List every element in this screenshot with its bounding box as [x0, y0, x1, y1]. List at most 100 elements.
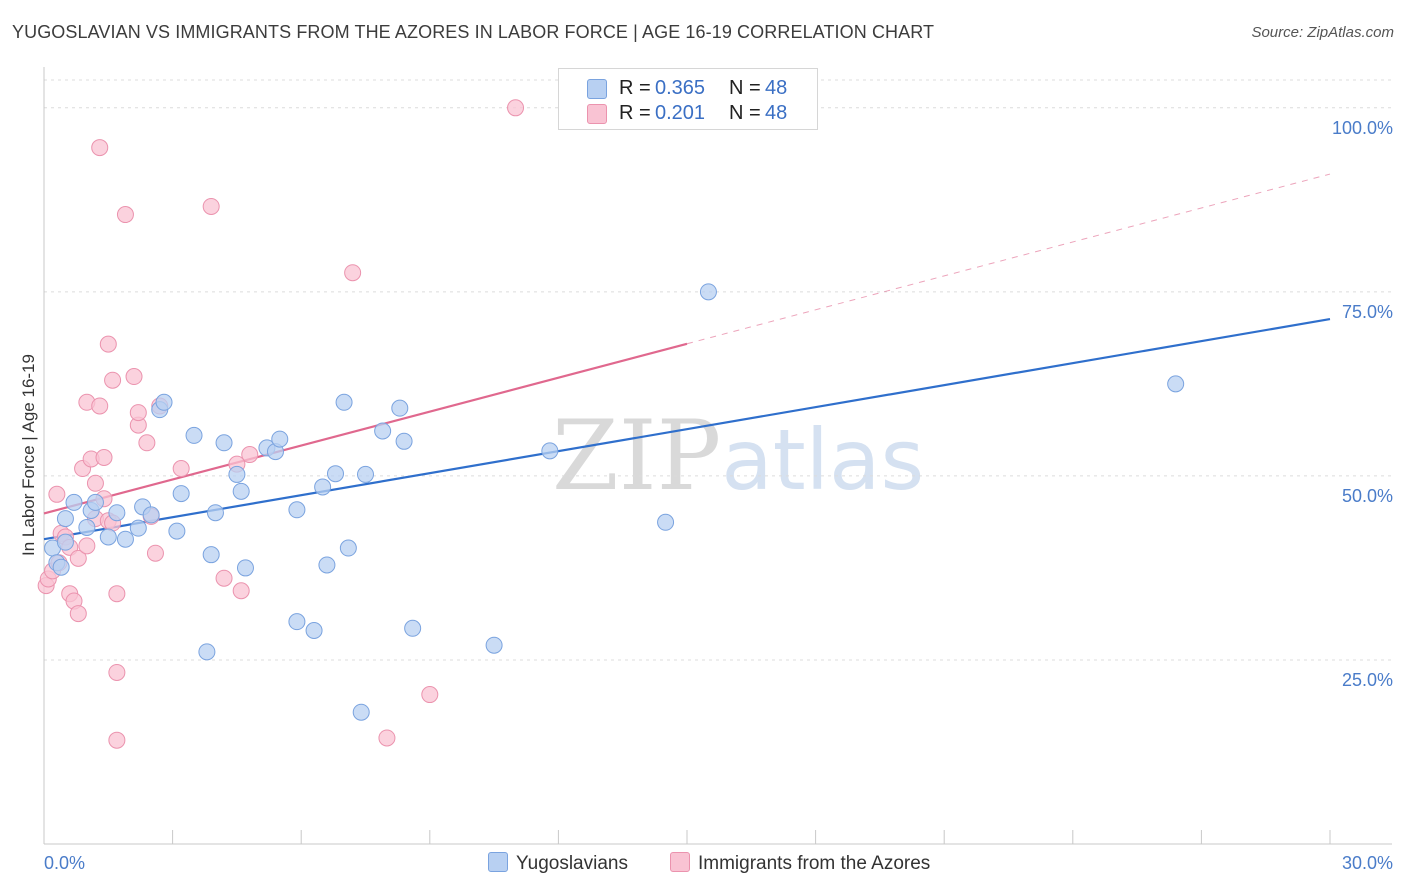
legend-r-value: 0.365 [655, 77, 706, 99]
point-azores [78, 537, 96, 555]
point-azores [104, 371, 122, 389]
legend-r-label: R = [619, 102, 651, 124]
point-azores [241, 446, 259, 464]
point-yugoslavians [108, 504, 126, 522]
point-azores [69, 605, 87, 623]
point-yugoslavians [215, 434, 233, 452]
point-azores [48, 485, 66, 503]
point-yugoslavians [288, 613, 306, 631]
point-azores [125, 368, 143, 386]
point-azores [91, 397, 109, 415]
point-yugoslavians [657, 513, 675, 531]
source-label: Source: ZipAtlas.com [1251, 24, 1394, 41]
trend-lines [43, 173, 1331, 541]
trend-line-dashed-azores [686, 173, 1331, 345]
point-yugoslavians [155, 393, 173, 411]
legend-swatch-pink [670, 852, 690, 872]
point-yugoslavians [202, 546, 220, 564]
point-yugoslavians [129, 519, 147, 537]
legend-r-value: 0.201 [655, 102, 706, 124]
point-azores [232, 582, 250, 600]
point-azores [99, 335, 117, 353]
x-tick-label: 30.0% [1342, 853, 1393, 873]
legend-swatch-blue [587, 79, 607, 99]
point-yugoslavians [485, 636, 503, 654]
point-azores [507, 99, 525, 117]
point-yugoslavians [56, 510, 74, 528]
point-yugoslavians [228, 465, 246, 483]
point-yugoslavians [232, 482, 250, 500]
point-yugoslavians [318, 556, 336, 574]
point-yugoslavians [142, 506, 160, 524]
y-tick-label: 50.0% [1342, 486, 1393, 506]
point-yugoslavians [198, 643, 216, 661]
chart-title: YUGOSLAVIAN VS IMMIGRANTS FROM THE AZORE… [12, 22, 935, 42]
point-azores [421, 686, 439, 704]
point-azores [138, 434, 156, 452]
point-azores [108, 663, 126, 681]
data-points [37, 99, 1185, 749]
point-yugoslavians [395, 432, 413, 450]
legend-n-value: 48 [765, 102, 788, 124]
point-yugoslavians [236, 559, 254, 577]
point-azores [108, 731, 126, 749]
point-azores [116, 206, 134, 224]
point-yugoslavians [541, 442, 559, 460]
legend-label: Immigrants from the Azores [698, 853, 931, 874]
point-yugoslavians [78, 518, 96, 536]
y-tick-label: 25.0% [1342, 670, 1393, 690]
point-yugoslavians [391, 399, 409, 417]
point-yugoslavians [185, 426, 203, 444]
point-azores [378, 729, 396, 747]
trend-line-yugoslavians [43, 318, 1331, 541]
point-yugoslavians [65, 493, 83, 511]
point-azores [129, 404, 147, 422]
point-azores [344, 264, 362, 282]
tick-labels: 25.0% 50.0% 75.0% 100.0% 0.0% 30.0% [44, 118, 1393, 873]
point-yugoslavians [1167, 375, 1185, 393]
point-yugoslavians [305, 622, 323, 640]
legend-item-yugoslavians: Yugoslavians [488, 852, 628, 875]
legend-n-label: N = [729, 102, 761, 124]
point-yugoslavians [314, 478, 332, 496]
point-yugoslavians [374, 422, 392, 440]
point-yugoslavians [99, 528, 117, 546]
point-azores [95, 449, 113, 466]
point-azores [146, 544, 164, 562]
legend-r-label: R = [619, 77, 651, 99]
legend-label: Yugoslavians [516, 853, 628, 874]
legend-n-value: 48 [765, 77, 788, 99]
point-yugoslavians [206, 504, 224, 522]
point-yugoslavians [335, 393, 353, 411]
point-yugoslavians [52, 558, 70, 576]
point-yugoslavians [326, 465, 344, 483]
axes [43, 67, 1392, 845]
legend-swatch-blue [488, 852, 508, 872]
point-azores [91, 139, 109, 157]
y-tick-label: 100.0% [1332, 118, 1393, 138]
point-azores [108, 585, 126, 603]
y-axis-label: In Labor Force | Age 16-19 [19, 354, 38, 556]
point-yugoslavians [404, 619, 422, 637]
point-yugoslavians [271, 430, 289, 448]
x-tick-label: 0.0% [44, 853, 85, 873]
point-yugoslavians [172, 485, 190, 503]
legend-row-azores: R = 0.201 N = 48 [559, 102, 817, 126]
point-yugoslavians [168, 522, 186, 540]
point-yugoslavians [288, 501, 306, 519]
point-yugoslavians [116, 530, 134, 548]
point-yugoslavians [699, 283, 717, 301]
point-azores [86, 474, 104, 492]
trend-line-azores [43, 342, 688, 515]
y-tick-label: 75.0% [1342, 302, 1393, 322]
point-azores [215, 569, 233, 587]
point-yugoslavians [357, 465, 374, 483]
point-yugoslavians [56, 533, 74, 551]
point-azores [202, 197, 220, 215]
point-yugoslavians [86, 493, 104, 511]
legend-item-azores: Immigrants from the Azores [670, 852, 930, 875]
legend-n-label: N = [729, 77, 761, 99]
legend-row-yugoslavians: R = 0.365 N = 48 [559, 77, 817, 101]
point-yugoslavians [352, 703, 370, 721]
